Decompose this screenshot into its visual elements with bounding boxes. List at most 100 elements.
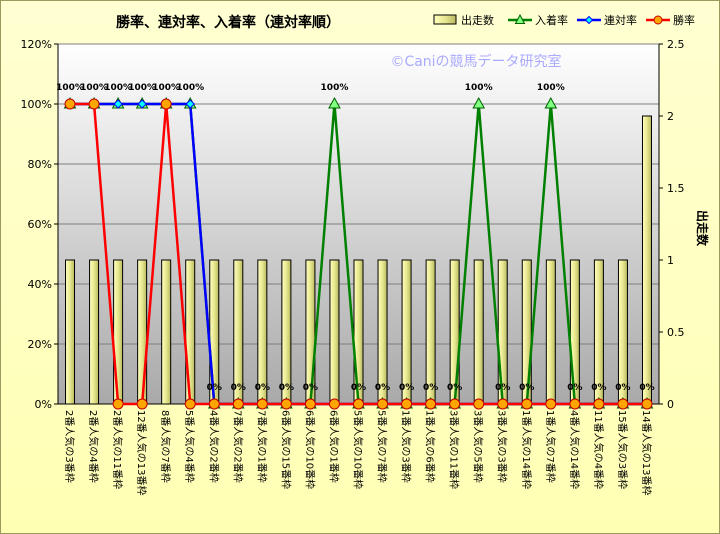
legend-marker [514, 13, 526, 24]
data-label: 0% [447, 383, 462, 393]
bar [641, 115, 652, 405]
y-tick-label: 100% [21, 98, 52, 111]
point-marker [617, 398, 629, 410]
point-marker [256, 398, 268, 410]
x-tick-label: 6番人気の10番枠 [303, 410, 316, 489]
legend-marker [584, 15, 594, 25]
y2-tick-label: 2.5 [667, 38, 685, 51]
point-marker [112, 398, 124, 410]
x-tick-label: 1番人気の3番枠 [400, 410, 413, 483]
bar [185, 259, 196, 405]
x-tick-label: 12番人気の13番枠 [135, 410, 148, 495]
x-tick-label: 5番人気の4番枠 [183, 410, 196, 483]
data-label: 0% [351, 383, 366, 393]
point-marker [208, 398, 220, 410]
data-label: 100% [152, 83, 180, 93]
y2-tick-label: 1.5 [667, 182, 685, 195]
x-tick-label: 5番人気の7番枠 [376, 410, 389, 483]
point-marker [497, 398, 509, 410]
y2-tick-label: 0 [667, 398, 674, 411]
data-label: 100% [80, 83, 108, 93]
point-marker [473, 398, 485, 410]
point-marker [569, 398, 581, 410]
data-label: 0% [615, 383, 630, 393]
point-marker [641, 398, 653, 410]
point-marker [377, 398, 389, 410]
x-tick-label: 4番人気の2番枠 [207, 410, 220, 483]
data-label: 0% [423, 383, 438, 393]
legend-label: 連対率 [604, 13, 637, 27]
y-tick-label: 40% [28, 278, 52, 291]
y2-axis-label: 出走数 [695, 210, 710, 247]
legend-label: 出走数 [461, 13, 494, 27]
point-marker [304, 398, 316, 410]
data-label: 0% [231, 383, 246, 393]
y-tick-label: 80% [28, 158, 52, 171]
chart-title: 勝率、連対率、入着率（連対率順） [116, 14, 340, 31]
legend-swatch [433, 14, 457, 25]
bar [161, 259, 172, 405]
data-label: 100% [465, 83, 493, 93]
x-tick-label: 2番人気の3番枠 [63, 410, 76, 483]
point-marker [353, 398, 364, 410]
y2-tick-label: 2 [667, 110, 674, 123]
point-marker [160, 98, 172, 110]
bar [89, 259, 100, 405]
x-tick-label: 15番人気の3番枠 [616, 410, 629, 489]
x-tick-label: 4番人気の14番枠 [568, 410, 581, 489]
point-marker [232, 398, 244, 410]
data-label: 100% [176, 83, 204, 93]
data-label: 0% [255, 383, 270, 393]
data-label: 100% [56, 83, 84, 93]
x-tick-label: 1番人気の6番枠 [424, 410, 437, 483]
point-marker [136, 398, 148, 410]
x-tick-label: 2番人気の11番枠 [111, 410, 124, 489]
data-label: 100% [104, 83, 132, 93]
x-tick-label: 7番人気の1番枠 [255, 410, 268, 483]
bar [329, 259, 340, 405]
y2-tick-label: 1 [667, 254, 674, 267]
y-tick-label: 0% [35, 398, 52, 411]
x-tick-label: 5番人気の10番枠 [352, 410, 365, 489]
point-marker [88, 98, 100, 110]
point-marker [185, 99, 195, 109]
point-marker [425, 398, 437, 410]
legend-marker [653, 15, 663, 25]
data-label: 0% [303, 383, 318, 393]
data-label: 0% [519, 383, 534, 393]
data-label: 0% [279, 383, 294, 393]
data-label: 100% [128, 83, 156, 93]
x-tick-label: 2番人気の4番枠 [87, 410, 100, 483]
point-marker [544, 96, 558, 109]
y-tick-label: 20% [28, 338, 52, 351]
data-label: 100% [321, 83, 349, 93]
y-tick-label: 60% [28, 218, 52, 231]
x-tick-label: 7番人気の2番枠 [231, 410, 244, 483]
data-label: 100% [537, 83, 565, 93]
x-tick-label: 6番人気の15番枠 [279, 410, 292, 489]
x-tick-label: 1番人気の7番枠 [544, 410, 557, 483]
data-label: 0% [567, 383, 582, 393]
point-marker [593, 398, 605, 410]
x-tick-label: 3番人気の3番枠 [496, 410, 509, 483]
watermark: ©Caniの競馬データ研究室 [390, 53, 561, 70]
y-tick-label: 120% [21, 38, 52, 51]
bar [65, 259, 76, 405]
bar [545, 259, 556, 405]
point-marker [113, 99, 123, 109]
point-marker [64, 98, 76, 110]
point-marker [280, 398, 292, 410]
point-marker [401, 398, 413, 410]
x-tick-label: 3番人気の5番枠 [472, 410, 485, 483]
x-tick-label: 11番人気の4番枠 [592, 410, 605, 489]
point-marker [137, 99, 147, 109]
point-marker [184, 398, 196, 410]
point-marker [521, 398, 533, 410]
x-tick-label: 6番人気の1番枠 [327, 410, 340, 483]
data-label: 0% [495, 383, 510, 393]
x-tick-label: 3番人気の11番枠 [448, 410, 461, 489]
x-tick-label: 1番人気の14番枠 [520, 410, 533, 489]
bar [113, 259, 124, 405]
x-tick-label: 8番人気の7番枠 [159, 410, 172, 483]
